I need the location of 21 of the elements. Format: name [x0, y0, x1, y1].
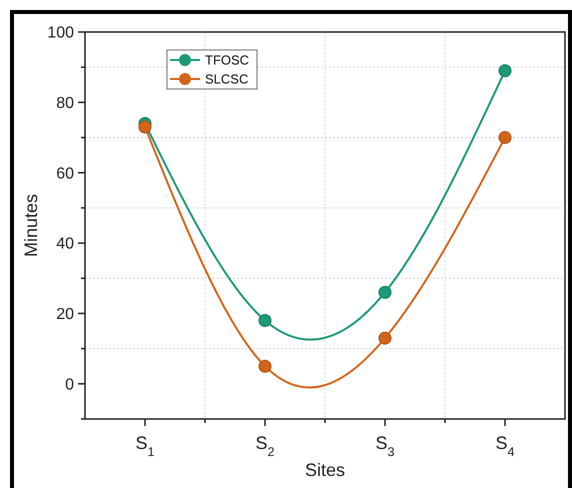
legend-label: SLCSC — [205, 72, 248, 87]
x-tick-label: S$_{4}$ — [495, 433, 515, 459]
y-tick-label: 80 — [56, 94, 74, 112]
y-tick-label: 100 — [47, 24, 74, 42]
y-tick-label: 40 — [56, 236, 74, 253]
point — [498, 64, 512, 78]
point — [378, 286, 392, 299]
y-tick-label: 0 — [65, 376, 74, 394]
x-tick-label: S$_{1}$ — [135, 433, 155, 459]
point — [498, 131, 512, 144]
x-tick-label: S$_{3}$ — [375, 433, 395, 459]
point — [138, 120, 152, 134]
x-axis-title: Sites — [304, 460, 346, 480]
point — [378, 332, 392, 345]
point — [258, 314, 272, 327]
y-tick-label: 20 — [56, 306, 74, 324]
legend-label: TFOSC — [205, 52, 250, 68]
point — [258, 360, 272, 373]
x-tick-label: S$_{2}$ — [255, 433, 275, 459]
y-axis-title: Minutes — [21, 194, 41, 258]
y-tick-label: 60 — [56, 165, 74, 182]
